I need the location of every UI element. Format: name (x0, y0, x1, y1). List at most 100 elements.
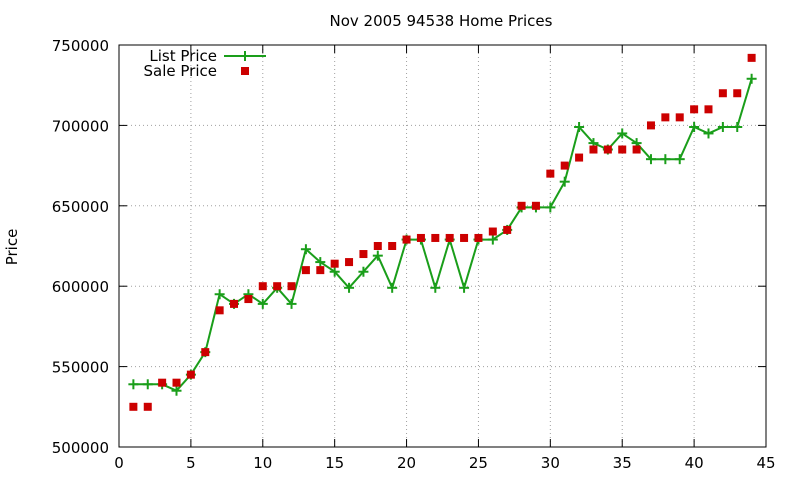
list-price-point (430, 282, 441, 293)
list-price-point (545, 202, 556, 213)
sale-price-point (560, 161, 569, 170)
sale-price-point (603, 145, 612, 154)
x-tick-label: 0 (114, 454, 124, 472)
list-price-point (459, 282, 470, 293)
sale-price-point (416, 233, 425, 242)
list-price-point (660, 154, 671, 165)
x-tick-label: 15 (325, 454, 344, 472)
chart-title: Nov 2005 94538 Home Prices (330, 12, 553, 30)
sale-price-point (143, 402, 152, 411)
list-price-point (300, 244, 311, 255)
sale-price-point (675, 113, 684, 122)
sale-price-point (517, 201, 526, 210)
sale-price-point (373, 242, 382, 250)
sale-price-point (287, 282, 296, 291)
x-tick-label: 35 (613, 454, 632, 472)
sale-price-point (445, 233, 454, 242)
sale-price-point (244, 295, 253, 304)
list-price-point (689, 122, 700, 133)
sale-price-point (215, 306, 224, 315)
sale-price-point (301, 266, 310, 275)
sale-price-point (618, 145, 627, 154)
x-tick-label: 5 (186, 454, 196, 472)
list-price-point (142, 379, 153, 390)
sale-price-point (258, 282, 267, 291)
y-tick-label: 750000 (52, 37, 109, 55)
sale-price-point (345, 258, 354, 267)
list-price-point (286, 298, 297, 309)
sale-price-point (531, 201, 540, 210)
list-price-point (257, 298, 268, 309)
sale-price-point (129, 402, 138, 411)
legend-marker-list-price (240, 51, 250, 61)
list-price-point (171, 385, 182, 396)
series-line-list-price (133, 78, 753, 392)
y-tick-label: 600000 (52, 278, 109, 296)
sale-price-point (316, 266, 325, 275)
sale-price-point (460, 233, 469, 242)
plot-border (118, 44, 767, 448)
list-price-point (617, 128, 628, 139)
sale-price-point (359, 250, 368, 259)
sale-price-point (575, 153, 584, 162)
sale-price-point (661, 113, 670, 122)
y-tick-label: 500000 (52, 439, 109, 457)
sale-price-point (503, 225, 512, 234)
sale-price-point (718, 89, 727, 98)
sale-price-point (172, 378, 181, 387)
y-axis-label: Price (3, 229, 21, 266)
y-tick-label: 700000 (52, 117, 109, 135)
sale-price-point (158, 378, 167, 387)
sale-price-point (474, 233, 483, 242)
list-price-point (315, 257, 326, 268)
list-price-point (732, 122, 743, 133)
sale-price-point (733, 89, 742, 98)
legend-marker-sale-price (241, 67, 249, 75)
legend: List Price Sale Price (144, 47, 266, 80)
list-price-point (128, 379, 139, 390)
grid (119, 45, 766, 447)
x-tick-label: 30 (541, 454, 560, 472)
list-price-point (329, 266, 340, 277)
legend-label-sale-price: Sale Price (144, 62, 217, 80)
sale-price-point (646, 121, 655, 130)
sale-price-point (704, 105, 713, 114)
list-price-point (214, 289, 225, 300)
y-tick-label: 650000 (52, 198, 109, 216)
list-price-point (487, 234, 498, 245)
list-price-point (372, 250, 383, 261)
list-price-point (559, 176, 570, 187)
sale-price-point (230, 299, 239, 308)
list-price-point (574, 122, 585, 133)
sale-price-point (273, 282, 282, 291)
sale-price-point (330, 259, 339, 268)
x-tick-label: 20 (397, 454, 416, 472)
list-price-point (703, 128, 714, 139)
list-price-point (717, 122, 728, 133)
list-price-point (344, 282, 355, 293)
x-tick-label: 25 (469, 454, 488, 472)
sale-price-point (402, 235, 411, 244)
sale-price-point (589, 145, 598, 154)
list-price-point (358, 266, 369, 277)
list-price-point (674, 154, 685, 165)
x-tick-label: 10 (253, 454, 272, 472)
sale-price-point (632, 145, 641, 154)
list-price-point (387, 282, 398, 293)
sale-price-point (201, 348, 210, 357)
sale-price-point (186, 370, 195, 379)
sale-price-point (546, 169, 555, 178)
sale-price-point (388, 242, 397, 250)
sale-price-point (431, 233, 440, 242)
legend-label-list-price: List Price (149, 47, 217, 65)
sale-price-point (747, 53, 756, 62)
sale-price-point (690, 105, 699, 114)
list-price-point (746, 73, 757, 84)
series-layer (128, 53, 757, 411)
list-price-point (645, 154, 656, 165)
x-tick-label: 45 (756, 454, 775, 472)
y-tick-label: 550000 (52, 359, 109, 377)
sale-price-point (488, 227, 497, 236)
x-tick-label: 40 (685, 454, 704, 472)
